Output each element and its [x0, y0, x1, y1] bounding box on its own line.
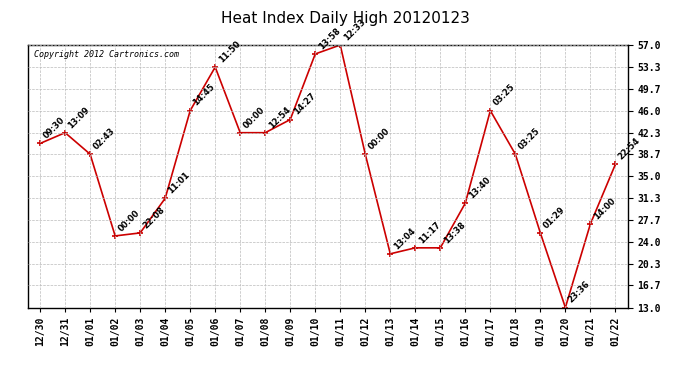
Text: 23:36: 23:36	[566, 279, 592, 305]
Text: 13:09: 13:09	[66, 105, 92, 130]
Text: 11:17: 11:17	[417, 220, 442, 245]
Text: 11:01: 11:01	[166, 170, 192, 195]
Text: 13:58: 13:58	[317, 26, 342, 51]
Text: 00:00: 00:00	[241, 105, 266, 130]
Text: 03:25: 03:25	[517, 126, 542, 152]
Text: 00:00: 00:00	[117, 208, 141, 233]
Text: 22:08: 22:08	[141, 205, 167, 230]
Text: 01:29: 01:29	[542, 205, 567, 230]
Text: 09:30: 09:30	[41, 116, 66, 141]
Text: Copyright 2012 Cartronics.com: Copyright 2012 Cartronics.com	[34, 50, 179, 59]
Text: 14:45: 14:45	[192, 82, 217, 108]
Text: 14:27: 14:27	[292, 92, 317, 117]
Text: 11:50: 11:50	[217, 39, 242, 64]
Text: 13:40: 13:40	[466, 175, 492, 200]
Text: 12:33: 12:33	[342, 17, 367, 42]
Text: 12:54: 12:54	[266, 105, 292, 130]
Text: Heat Index Daily High 20120123: Heat Index Daily High 20120123	[221, 11, 469, 26]
Text: 00:00: 00:00	[366, 126, 392, 152]
Text: 02:43: 02:43	[92, 126, 117, 152]
Text: 13:38: 13:38	[442, 220, 467, 245]
Text: 03:25: 03:25	[492, 82, 517, 108]
Text: 14:00: 14:00	[592, 196, 617, 221]
Text: 13:04: 13:04	[392, 226, 417, 251]
Text: 22:54: 22:54	[617, 136, 642, 162]
